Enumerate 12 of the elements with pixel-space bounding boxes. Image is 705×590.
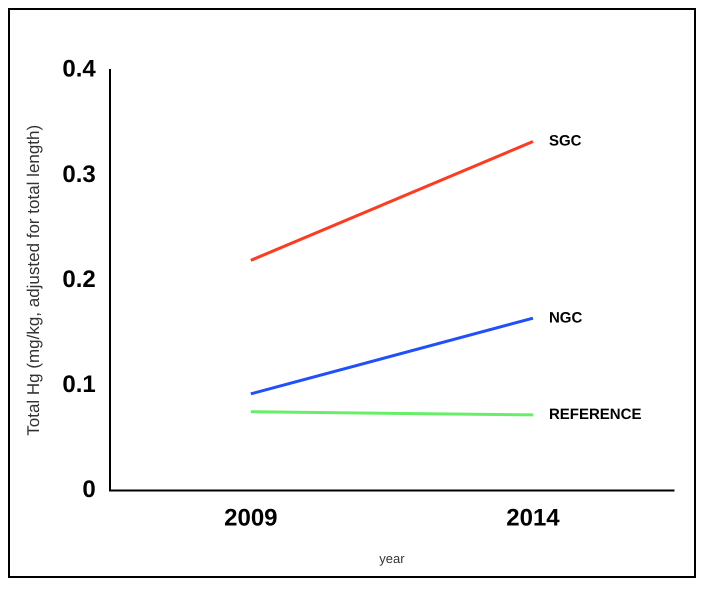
x-tick-label: 2014 — [506, 504, 560, 532]
x-axis-title: year — [379, 550, 406, 566]
y-axis-title: Total Hg (mg/kg, adjusted for total length) — [24, 124, 43, 436]
y-tick-label: 0 — [82, 476, 96, 504]
series-label: NGC — [548, 309, 582, 326]
y-tick-label: 0.2 — [62, 266, 96, 293]
y-tick-label: 0.3 — [62, 160, 96, 188]
y-tick-label: 0.4 — [62, 56, 96, 83]
series-label: REFERENCE — [548, 406, 642, 424]
series-label: SGC — [548, 132, 582, 150]
y-tick-label: 0.1 — [62, 371, 96, 398]
x-tick-label: 2009 — [224, 504, 278, 532]
